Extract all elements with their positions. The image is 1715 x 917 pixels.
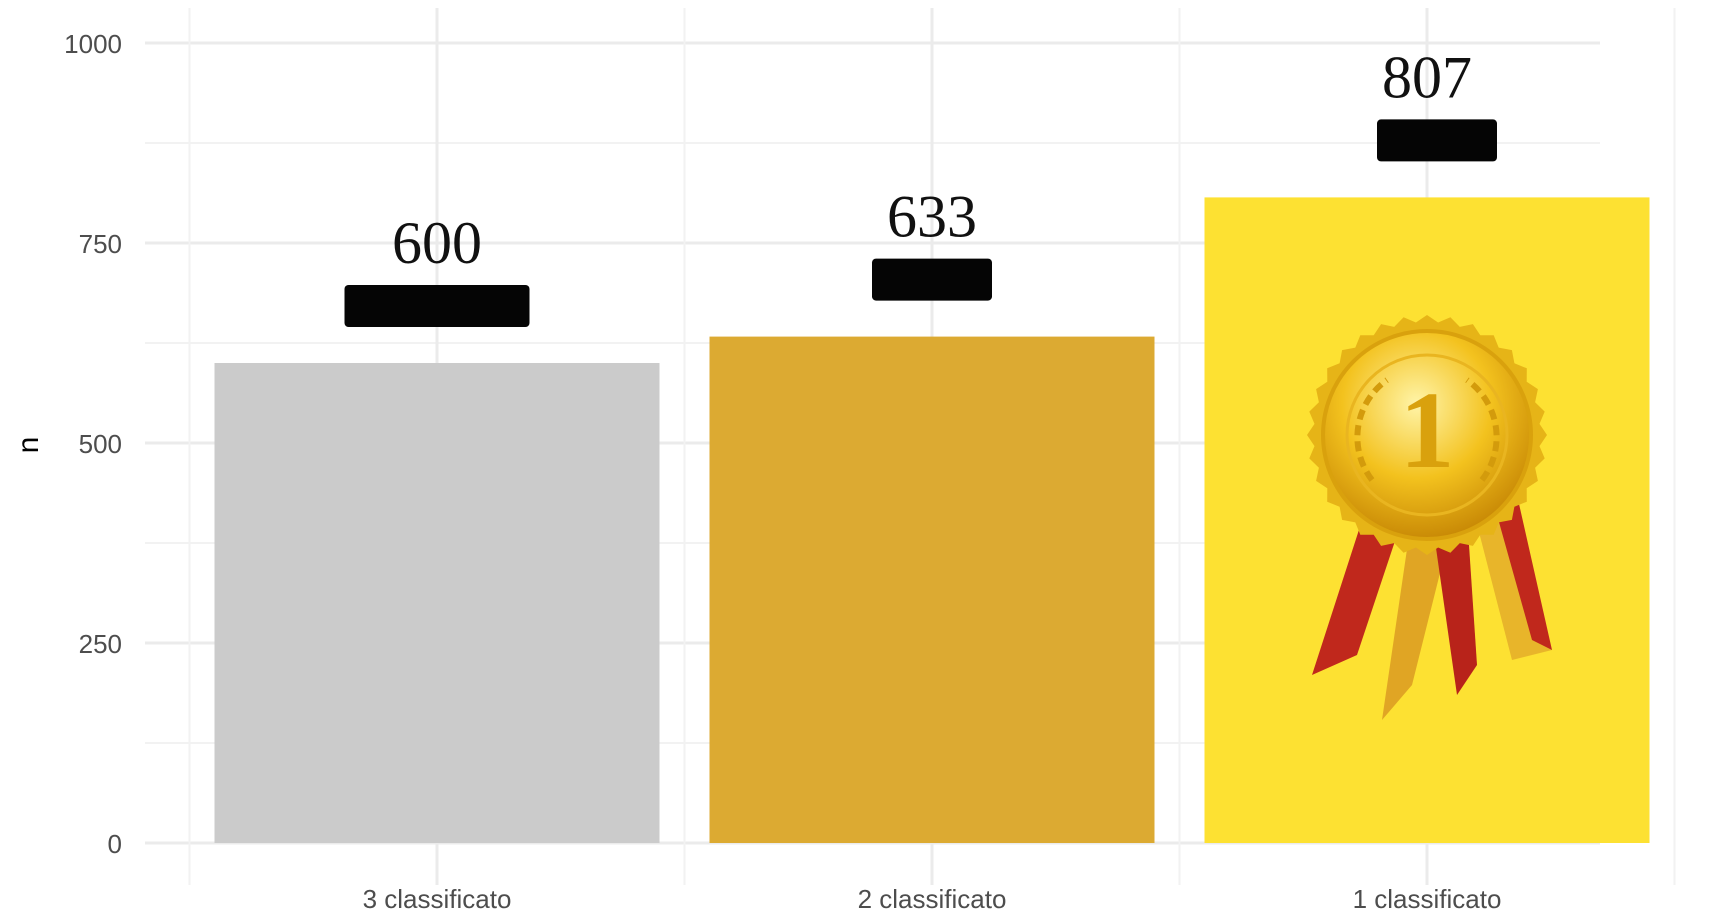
bar-1 [214, 363, 660, 843]
x-tick-label-1: 3 classificato [363, 884, 512, 914]
medal-face [1321, 329, 1533, 541]
ribbon-left [1312, 505, 1402, 675]
medal-number-glyph: 1 [1400, 369, 1455, 491]
x-tick-label-2: 2 classificato [858, 884, 1007, 914]
value-label-1: 600 [392, 210, 482, 276]
y-axis-ticks: 0 250 500 750 1000 [64, 29, 122, 859]
bars [214, 197, 1650, 843]
ribbon-mid-right [1432, 515, 1477, 695]
y-axis-title: n [12, 437, 45, 454]
y-tick-label: 0 [108, 829, 122, 859]
x-axis-ticks: 3 classificato 2 classificato 1 classifica… [363, 884, 1502, 914]
laurel-right [1465, 377, 1500, 482]
ribbon-mid-left [1382, 515, 1452, 720]
redaction-block-1 [344, 285, 530, 327]
bar-2 [709, 336, 1155, 843]
value-label-3: 807 [1382, 44, 1472, 110]
medal-layer: 1 [1307, 315, 1552, 720]
y-tick-label: 250 [79, 629, 122, 659]
medal-inner-ring [1345, 353, 1509, 517]
y-tick-label: 1000 [64, 29, 122, 59]
ribbon-right-stripe [1497, 495, 1552, 650]
value-label-2: 633 [887, 184, 977, 250]
gold-medal-icon: 1 [1307, 315, 1552, 720]
y-tick-label: 750 [79, 229, 122, 259]
x-tick-label-3: 1 classificato [1353, 884, 1502, 914]
y-tick-label: 500 [79, 429, 122, 459]
redaction-block-3 [1377, 119, 1497, 162]
redaction-block-2 [872, 258, 992, 301]
laurel-left [1354, 377, 1389, 482]
labels: 600633Ch lini807l Chi etti [344, 44, 1497, 327]
